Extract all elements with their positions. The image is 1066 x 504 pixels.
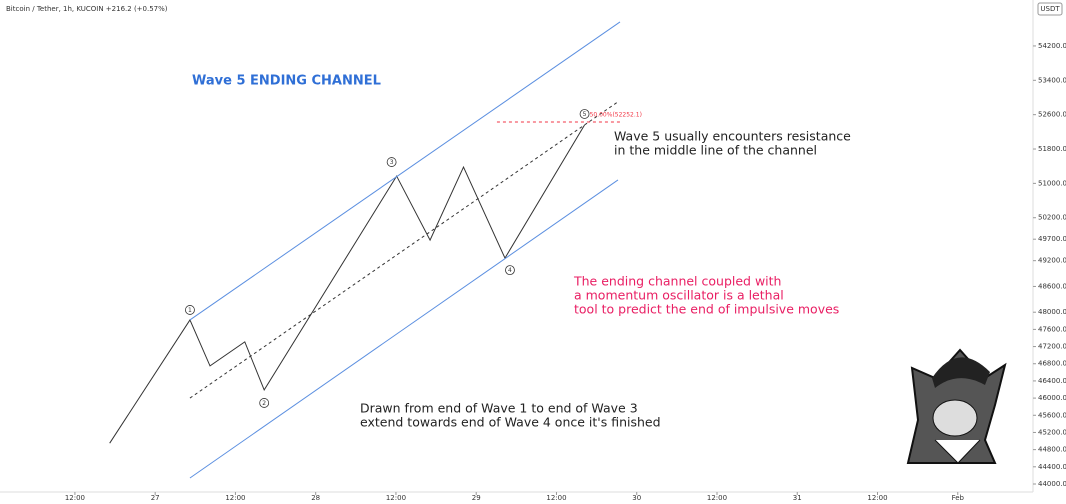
wave-marker <box>579 109 590 119</box>
wave-marker <box>185 305 195 315</box>
annotation: in the middle line of the channel <box>614 143 817 158</box>
x-tick-label: 29 <box>472 494 481 502</box>
x-tick-label: 28 <box>311 494 320 502</box>
y-tick-label: 51800.0 <box>1038 145 1066 153</box>
wave-label: 4 <box>508 267 512 274</box>
annotation: tool to predict the end of impulsive mov… <box>574 302 839 317</box>
x-tick-label: 12:00 <box>867 494 887 502</box>
y-tick-label: 44800.0 <box>1038 446 1066 454</box>
level-label: 50.00%(52252.1) <box>590 111 642 118</box>
y-tick-label: 48600.0 <box>1038 282 1066 290</box>
y-tick-label: 48000.0 <box>1038 308 1066 316</box>
annotation: The ending channel coupled with <box>573 274 781 289</box>
x-tick-label: 12:00 <box>707 494 727 502</box>
y-tick-label: 46000.0 <box>1038 394 1066 402</box>
y-tick-label: 45600.0 <box>1038 411 1066 419</box>
x-tick-label: 12:00 <box>386 494 406 502</box>
wave-label: 2 <box>262 400 266 407</box>
currency-label: USDT <box>1040 5 1060 13</box>
line <box>189 179 619 479</box>
x-tick-label: 12:00 <box>225 494 245 502</box>
x-tick-label: 27 <box>151 494 160 502</box>
y-tick-label: 50200.0 <box>1038 214 1066 222</box>
wave-label: 5 <box>583 111 587 118</box>
y-tick-label: 54200.0 <box>1038 42 1066 50</box>
line <box>109 124 585 444</box>
chart-title: Wave 5 ENDING CHANNEL <box>192 74 381 89</box>
dashed-line <box>189 101 619 399</box>
y-tick-label: 47600.0 <box>1038 325 1066 333</box>
wave-marker <box>259 398 270 408</box>
annotation: a momentum oscillator is a lethal <box>574 288 784 303</box>
x-tick-label: 12:00 <box>546 494 566 502</box>
y-tick-label: 46400.0 <box>1038 377 1066 385</box>
cat-illustration <box>906 348 1007 464</box>
annotation: Wave 5 usually encounters resistance <box>614 129 851 144</box>
y-tick-label: 49200.0 <box>1038 257 1066 265</box>
y-tick-label: 52600.0 <box>1038 111 1066 119</box>
wave-label: 1 <box>188 307 192 314</box>
annotation: extend towards end of Wave 4 once it's f… <box>360 415 661 430</box>
wave-marker <box>386 157 397 167</box>
annotation: Drawn from end of Wave 1 to end of Wave … <box>360 401 638 416</box>
symbol-header: Bitcoin / Tether, 1h, KUCOIN +216.2 (+0.… <box>6 5 168 13</box>
currency-box <box>1037 2 1063 16</box>
y-tick-label: 44000.0 <box>1038 480 1066 488</box>
x-tick-label: Feb <box>952 494 965 502</box>
y-tick-label: 46800.0 <box>1038 360 1066 368</box>
wave-marker <box>505 265 515 275</box>
line <box>189 21 621 321</box>
y-tick-label: 49700.0 <box>1038 235 1066 243</box>
wave-label: 3 <box>390 159 394 166</box>
y-tick-label: 53400.0 <box>1038 76 1066 84</box>
x-tick-label: 30 <box>632 494 641 502</box>
y-tick-label: 47200.0 <box>1038 343 1066 351</box>
y-tick-label: 51000.0 <box>1038 179 1066 187</box>
x-tick-label: 12:00 <box>65 494 85 502</box>
y-tick-label: 44400.0 <box>1038 463 1066 471</box>
y-tick-label: 45200.0 <box>1038 428 1066 436</box>
x-tick-label: 31 <box>793 494 802 502</box>
